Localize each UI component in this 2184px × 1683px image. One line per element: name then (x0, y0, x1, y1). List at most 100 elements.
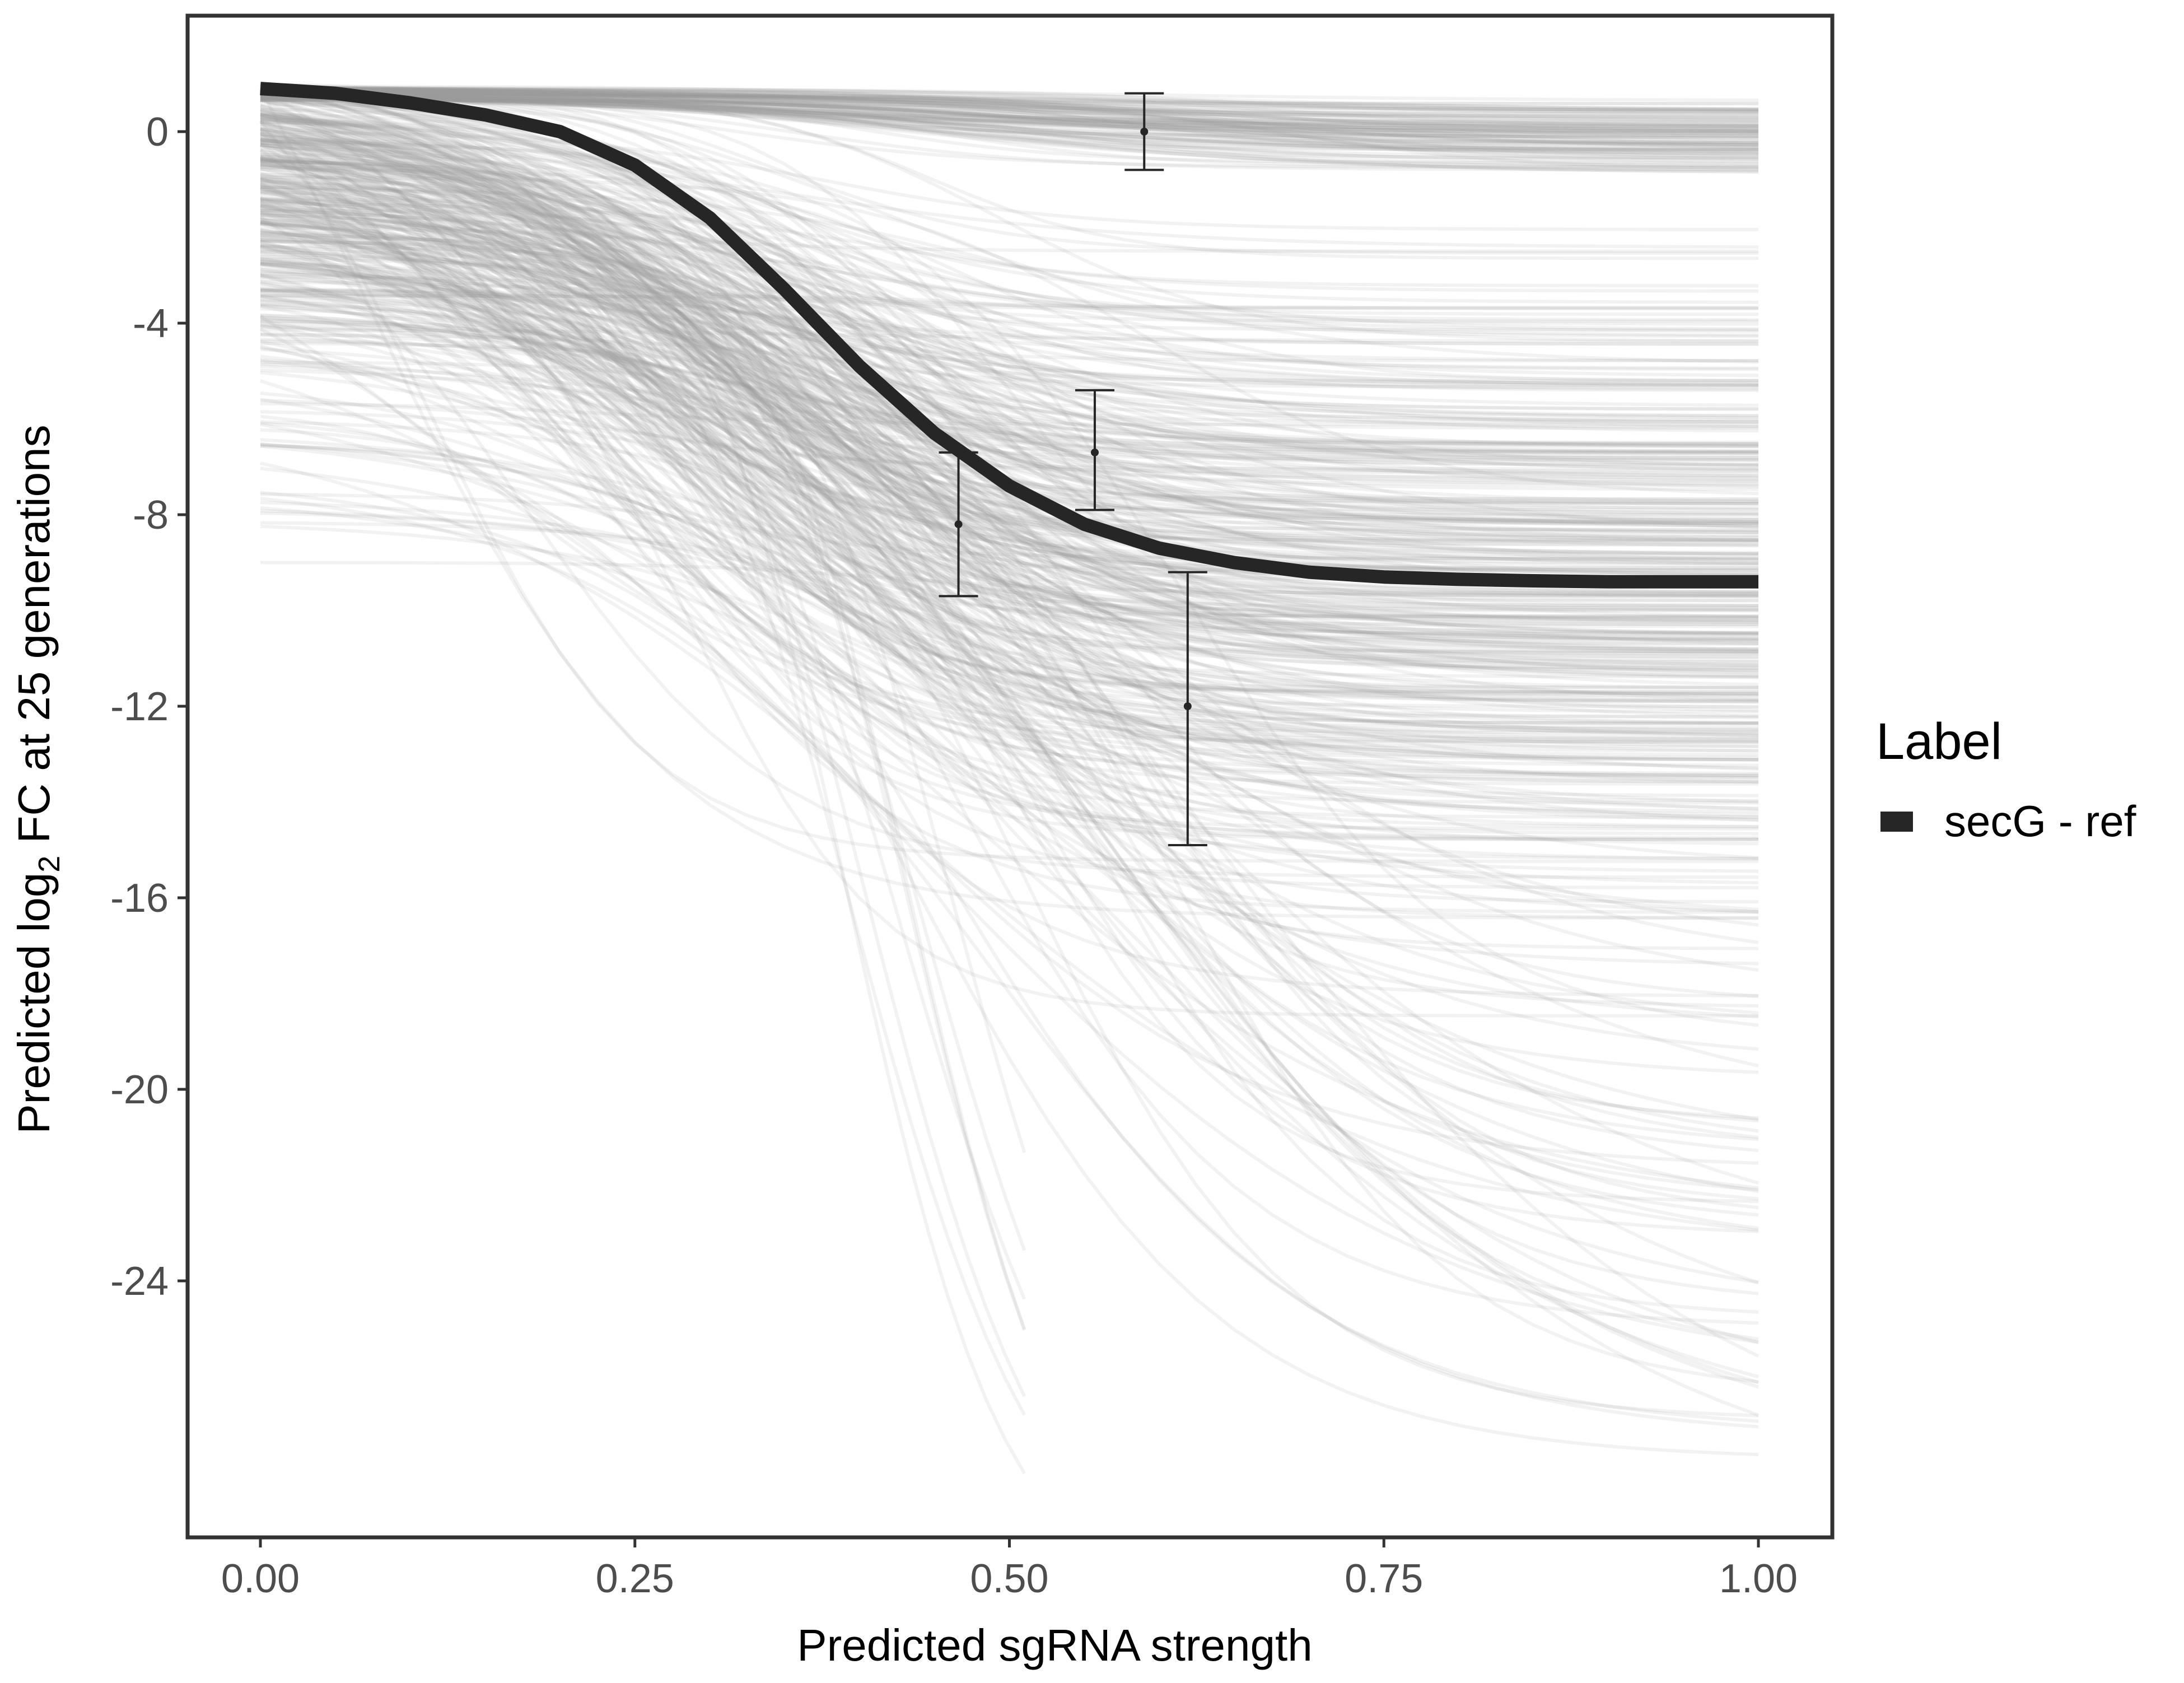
posterior-draw-line (260, 98, 1759, 143)
posterior-draw-line (259, 176, 1759, 762)
posterior-draw-line (260, 86, 1759, 156)
main-curve-layer (260, 82, 1758, 589)
posterior-draw-line (260, 94, 1758, 126)
posterior-draw-line (260, 86, 1758, 136)
posterior-draw-line (260, 402, 1758, 426)
posterior-draw-line (260, 328, 1758, 343)
posterior-draw-line (260, 88, 1759, 133)
posterior-draw-line (260, 82, 1759, 364)
posterior-draw-line (260, 183, 1758, 729)
y-tick-label: -24 (110, 1259, 169, 1304)
posterior-draw-line (260, 174, 1759, 419)
posterior-draw-line (260, 138, 1759, 565)
posterior-draw-line (260, 263, 1759, 594)
posterior-draw-line (260, 177, 1759, 478)
posterior-draw-line (260, 117, 1759, 811)
x-axis-title: Predicted sgRNA strength (797, 1620, 1312, 1670)
y-axis-title: Predicted log2 FC at 25 generations (9, 425, 66, 1134)
posterior-draw-line (259, 315, 1759, 767)
posterior-draw-line (260, 288, 1759, 478)
posterior-draw-line (260, 143, 1759, 828)
posterior-draw-line (260, 208, 1759, 623)
posterior-draw-line (260, 122, 1759, 636)
posterior-draw-line (260, 92, 1759, 133)
posterior-draw-line (260, 185, 1759, 544)
posterior-draw-line (260, 398, 1759, 646)
posterior-draw-line (260, 148, 1759, 658)
posterior-draw-line (260, 164, 1759, 577)
posterior-draw-line (260, 92, 1759, 130)
posterior-draw-line (260, 208, 1759, 333)
posterior-draw-line (260, 178, 1759, 446)
posterior-draw-line (260, 238, 1759, 642)
posterior-draw-line (260, 191, 1759, 1192)
posterior-draw-line (260, 96, 1758, 123)
posterior-draw-line (260, 87, 1758, 694)
posterior-draw-line (260, 98, 1759, 562)
posterior-draw-line (260, 96, 1759, 679)
posterior-draw-line (259, 96, 1759, 840)
posterior-draw-line (260, 229, 1758, 693)
posterior-draw-line (260, 340, 1759, 1284)
posterior-draw-line (260, 95, 1759, 117)
posterior-draw-line (260, 162, 1759, 407)
posterior-draw-line (260, 120, 1758, 759)
posterior-draw-line (260, 113, 1759, 392)
posterior-draw-line (260, 95, 1759, 174)
posterior-draw-line (260, 96, 1758, 119)
posterior-draw-line (260, 443, 1759, 1141)
posterior-draw-line (260, 139, 1759, 515)
posterior-draw-line (260, 115, 1759, 777)
posterior-draw-line (260, 86, 1759, 128)
posterior-draw-line (260, 245, 1759, 554)
posterior-draw-line (260, 218, 1759, 770)
posterior-draw-line (260, 235, 1758, 346)
posterior-draw-line (260, 155, 1759, 737)
posterior-draw-line (260, 260, 1759, 1203)
posterior-draw-line (260, 157, 1759, 528)
y-axis-title-prefix: Predicted log (9, 873, 59, 1134)
posterior-draw-line (260, 113, 1758, 543)
posterior-draw-line (260, 215, 1758, 626)
posterior-draw-line (260, 88, 1759, 433)
posterior-draw-line (260, 184, 1758, 733)
posterior-draw-line (260, 156, 1759, 670)
posterior-draw-line (260, 144, 1759, 703)
posterior-draw-line (260, 295, 1759, 1019)
posterior-draw-line (260, 274, 1759, 805)
posterior-draw-line (260, 142, 1759, 1027)
posterior-draw-line (260, 185, 1026, 1300)
posterior-draw-line (260, 358, 1759, 556)
posterior-draw-line (260, 113, 1758, 841)
posterior-draw-line (260, 289, 1759, 950)
posterior-draw-line (260, 143, 1759, 515)
posterior-draw-line (260, 96, 1759, 124)
posterior-draw-line (260, 86, 1758, 129)
posterior-draw-line (260, 185, 1759, 411)
posterior-draw-line (260, 95, 1758, 132)
posterior-draw-line (260, 116, 1759, 1233)
posterior-draw-line (260, 123, 1759, 804)
error-bar (1124, 92, 1164, 171)
posterior-draw-line (260, 138, 1759, 249)
posterior-draw-line (260, 98, 1759, 696)
posterior-draw-line (260, 244, 1759, 425)
posterior-draw-line (260, 92, 1758, 105)
y-tick-label: -20 (110, 1067, 169, 1112)
posterior-draw-line (260, 271, 1758, 455)
posterior-draw-line (260, 90, 1759, 147)
posterior-draw-line (260, 294, 1759, 383)
posterior-draw-line (260, 86, 1759, 655)
error-bar-point (1183, 702, 1192, 710)
posterior-draw-line (260, 289, 1759, 458)
posterior-draw-line (260, 211, 1758, 1018)
posterior-draw-line (260, 152, 1759, 532)
posterior-draw-line (260, 160, 1759, 525)
posterior-draw-line (260, 137, 1759, 423)
posterior-draw-line (260, 189, 1759, 819)
error-bar (1075, 389, 1114, 511)
error-bar-point (1090, 448, 1099, 456)
posterior-draw-line (260, 226, 1758, 253)
posterior-draw-line (260, 155, 1758, 635)
x-tick-label: 0.75 (1345, 1556, 1423, 1601)
